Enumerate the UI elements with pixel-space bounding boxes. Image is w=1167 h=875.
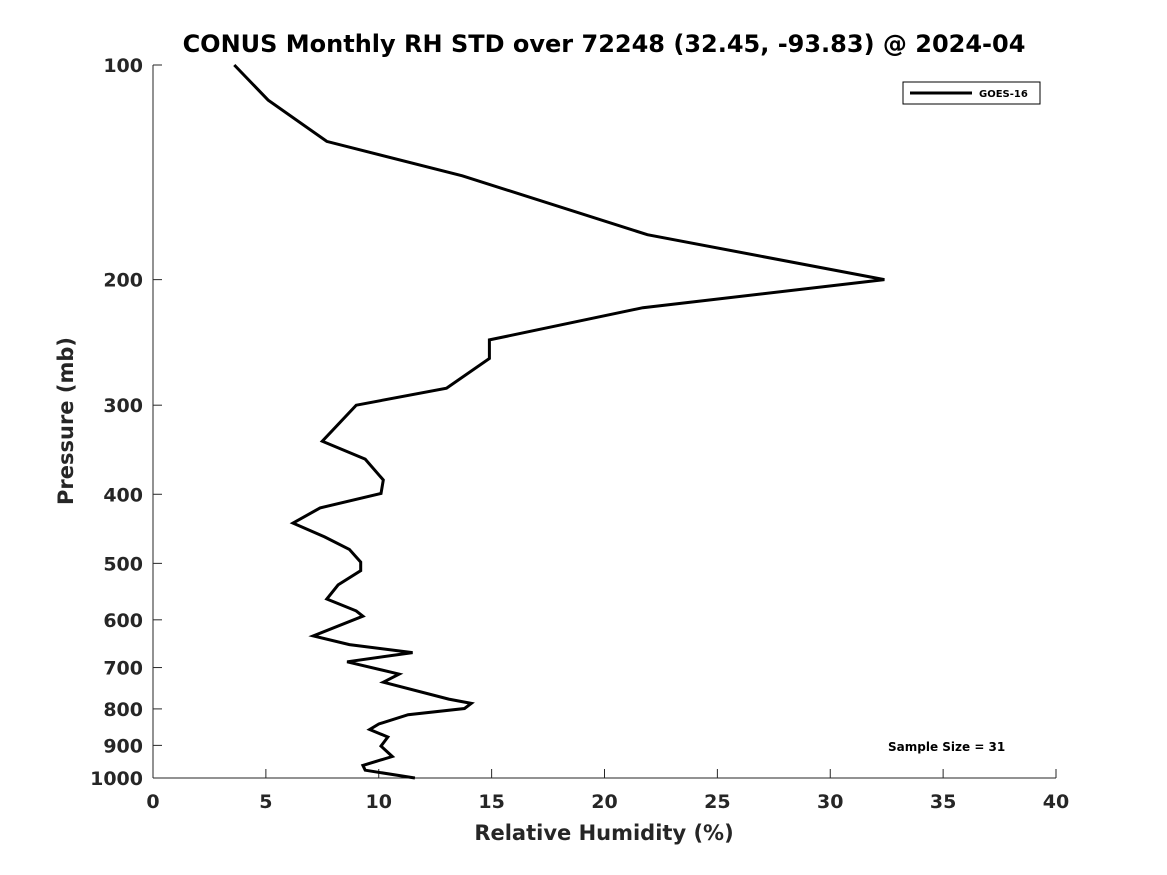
y-tick-label: 900 (103, 735, 143, 757)
y-axis-label: Pressure (mb) (54, 337, 78, 505)
y-tick-label: 400 (103, 484, 143, 506)
legend: GOES-16 (902, 81, 1041, 105)
y-tick-label: 800 (103, 699, 143, 721)
y-tick-label: 600 (103, 610, 143, 632)
legend-label-goes-16: GOES-16 (979, 89, 1028, 100)
y-tick-label: 1000 (90, 768, 143, 790)
y-tick-label: 200 (103, 270, 143, 292)
y-tick-label: 700 (103, 658, 143, 680)
axes (152, 65, 1056, 779)
x-tick-label: 30 (817, 791, 843, 813)
series-layer (233, 63, 885, 780)
x-tick-label: 0 (146, 791, 159, 813)
x-tick-label: 40 (1043, 791, 1069, 813)
axis-ticks: 0 5 10 15 20 25 30 35 40 100 200 300 400 500 600 700 800… (90, 55, 1069, 813)
x-axis-label: Relative Humidity (%) (474, 821, 733, 845)
y-tick-label: 300 (103, 395, 143, 417)
x-tick-label: 35 (930, 791, 956, 813)
sample-size-annotation: Sample Size = 31 (888, 740, 1005, 754)
x-tick-label: 15 (478, 791, 504, 813)
x-tick-label: 10 (366, 791, 392, 813)
x-tick-label: 5 (259, 791, 272, 813)
y-tick-label: 100 (103, 55, 143, 77)
chart-title: CONUS Monthly RH STD over 72248 (32.45, … (183, 30, 1026, 58)
x-tick-label: 25 (704, 791, 730, 813)
series-line-0 (233, 63, 885, 780)
y-tick-label: 500 (103, 553, 143, 575)
x-tick-label: 20 (591, 791, 617, 813)
